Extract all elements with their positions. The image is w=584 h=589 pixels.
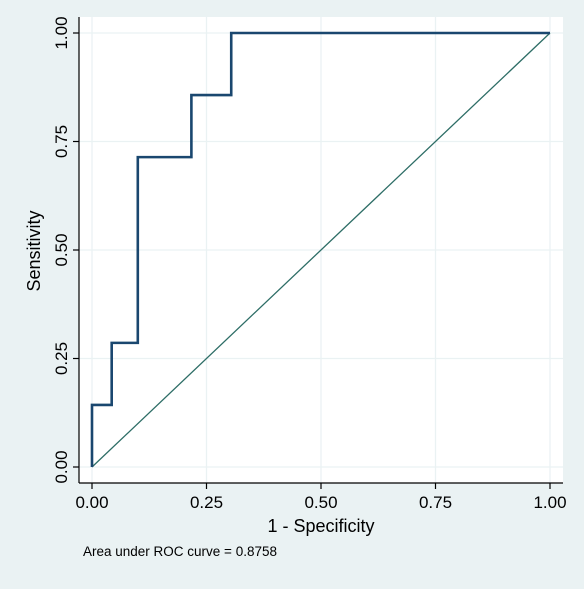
y-axis-label: Sensitivity xyxy=(24,210,44,291)
tick-marks xyxy=(73,32,551,489)
y-tick-label: 0.25 xyxy=(52,342,71,375)
y-tick-label: 1.00 xyxy=(52,16,71,49)
x-tick-label: 0.00 xyxy=(75,493,108,512)
x-tick-label: 1.00 xyxy=(533,493,566,512)
x-tick-label: 0.25 xyxy=(190,493,223,512)
roc-curve-line xyxy=(90,31,550,467)
y-tick-label: 0.75 xyxy=(52,125,71,158)
x-axis-label: 1 - Specificity xyxy=(267,516,374,536)
reference-diagonal-line xyxy=(91,32,551,468)
y-tick-label: 0.50 xyxy=(52,233,71,266)
x-tick-label: 0.50 xyxy=(304,493,337,512)
tick-labels: 0.00 0.25 0.50 0.75 1.00 0.00 0.25 0.50 0.75 1.00 xyxy=(52,16,567,512)
y-tick-label: 0.00 xyxy=(52,450,71,483)
series-layer xyxy=(90,31,551,468)
x-tick-label: 0.75 xyxy=(419,493,452,512)
auc-annotation: Area under ROC curve = 0.8758 xyxy=(83,544,277,559)
